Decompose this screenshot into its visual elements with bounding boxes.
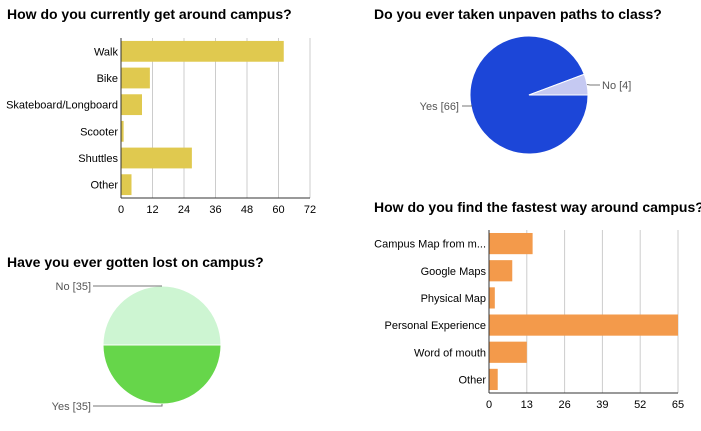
chart-title-lost: Have you ever gotten lost on campus? xyxy=(7,254,264,270)
bar xyxy=(121,147,192,169)
bar xyxy=(121,67,150,89)
y-category-label: Scooter xyxy=(80,126,118,138)
leader-line xyxy=(93,404,163,407)
y-category-label: Other xyxy=(458,374,486,386)
bar-chart-transport: 0 12 24 36 48 60 72 Walk Bike Skateboard/Longboar… xyxy=(6,38,316,216)
bar xyxy=(489,368,498,391)
y-category-label: Google Maps xyxy=(421,266,487,278)
bar xyxy=(489,314,678,336)
plot-area xyxy=(489,230,678,393)
x-tick-label: 72 xyxy=(304,204,316,216)
x-tick-label: 52 xyxy=(634,399,646,411)
y-category-label: Campus Map from m... xyxy=(374,239,486,251)
y-category-label: Skateboard/Longboard xyxy=(6,100,118,112)
x-tick-label: 60 xyxy=(272,204,284,216)
slice-label: No [35] xyxy=(56,281,91,293)
x-tick-label: 0 xyxy=(486,399,492,411)
y-category-label: Word of mouth xyxy=(414,347,486,359)
x-tick-label: 65 xyxy=(672,399,684,411)
bar xyxy=(121,94,142,116)
x-tick-label: 36 xyxy=(209,204,221,216)
chart-title-transport: How do you currently get around campus? xyxy=(7,6,292,22)
bar xyxy=(489,287,495,309)
bar-chart-fastest: 0 13 26 39 52 65 Campus Map from m... Google Ma… xyxy=(374,230,684,411)
y-category-label: Shuttles xyxy=(78,153,118,165)
x-tick-label: 26 xyxy=(558,399,570,411)
y-category-label: Walk xyxy=(94,46,119,58)
bar xyxy=(121,40,284,62)
y-category-label: Other xyxy=(90,180,118,192)
x-tick-label: 13 xyxy=(521,399,533,411)
bar xyxy=(121,120,124,142)
y-category-label: Personal Experience xyxy=(384,320,486,332)
x-tick-label: 39 xyxy=(596,399,608,411)
chart-title-unpaved: Do you ever taken unpaven paths to class… xyxy=(374,6,662,22)
pie-chart-lost: No [35] Yes [35] xyxy=(52,281,222,413)
y-category-label: Bike xyxy=(97,73,118,85)
leader-line xyxy=(586,83,600,86)
pie-slice xyxy=(102,344,222,405)
bar xyxy=(489,341,527,363)
bar xyxy=(489,260,513,282)
bar xyxy=(489,232,533,255)
slice-label: Yes [35] xyxy=(52,401,91,413)
x-tick-label: 0 xyxy=(118,204,124,216)
chart-title-fastest: How do you find the fastest way around c… xyxy=(374,199,701,215)
slice-label: No [4] xyxy=(602,80,631,92)
x-tick-label: 12 xyxy=(146,204,158,216)
pie-slice xyxy=(102,285,222,346)
x-tick-label: 24 xyxy=(178,204,190,216)
x-tick-label: 48 xyxy=(241,204,253,216)
y-category-label: Physical Map xyxy=(421,293,486,305)
pie-chart-unpaved: Yes [66] No [4] xyxy=(420,35,631,155)
slice-label: Yes [66] xyxy=(420,101,459,113)
bar xyxy=(121,174,132,196)
